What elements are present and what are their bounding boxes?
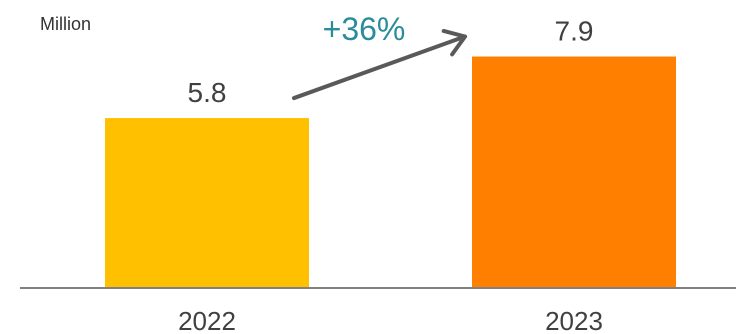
- x-tick-labels-group: 2022 2023: [178, 306, 603, 334]
- value-label-2023: 7.9: [555, 16, 594, 47]
- growth-arrow-head: [441, 28, 467, 57]
- growth-arrow: [292, 34, 467, 101]
- growth-label: +36%: [323, 11, 406, 47]
- x-tick-label-2022: 2022: [178, 306, 236, 334]
- x-tick-label-2023: 2023: [545, 306, 603, 334]
- bars-group: [105, 56, 676, 288]
- value-label-2022: 5.8: [188, 77, 227, 108]
- bar-2022: [105, 118, 309, 288]
- growth-annotation: +36%: [292, 11, 467, 101]
- unit-label: Million: [40, 14, 91, 34]
- value-labels-group: 5.8 7.9: [188, 16, 594, 109]
- bar-2023: [472, 56, 676, 288]
